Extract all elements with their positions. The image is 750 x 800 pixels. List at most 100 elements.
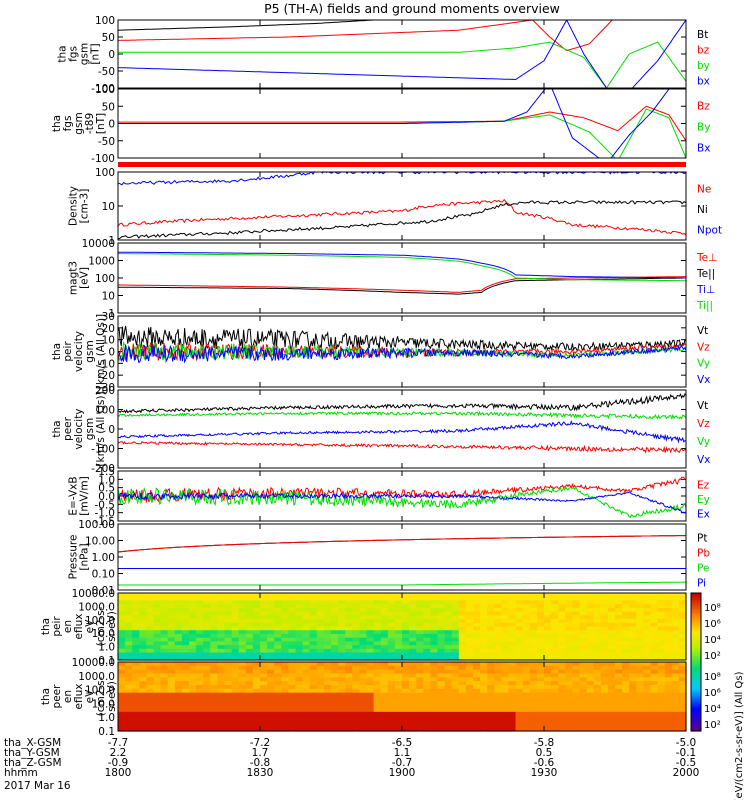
heat-cell bbox=[678, 696, 687, 701]
heat-cell bbox=[288, 692, 297, 698]
heat-cell bbox=[643, 641, 652, 646]
heat-cell bbox=[622, 711, 630, 717]
heat-cell bbox=[508, 633, 517, 639]
heat-cell bbox=[657, 719, 666, 724]
heat-cell bbox=[593, 662, 602, 667]
heat-cell bbox=[480, 669, 488, 675]
heat-cell bbox=[416, 696, 424, 701]
heat-cell bbox=[600, 685, 609, 690]
heat-cell bbox=[331, 626, 339, 631]
heat-cell bbox=[309, 704, 318, 709]
heat-cell bbox=[160, 615, 169, 620]
colorbar-cell bbox=[691, 636, 701, 640]
heat-cell bbox=[245, 637, 254, 642]
heat-cell bbox=[607, 715, 616, 721]
heat-cell bbox=[458, 637, 467, 642]
heat-cell bbox=[118, 645, 126, 650]
heat-cell bbox=[125, 630, 133, 635]
heat-cell bbox=[458, 615, 467, 620]
colorbar-cell bbox=[691, 604, 701, 608]
heat-cell bbox=[451, 681, 460, 686]
heat-cell bbox=[231, 656, 240, 661]
heat-cell bbox=[352, 665, 360, 671]
heat-cell bbox=[558, 596, 566, 602]
heat-cell bbox=[267, 673, 275, 678]
heat-cell bbox=[132, 637, 140, 642]
heat-cell bbox=[345, 641, 353, 646]
heat-cell bbox=[380, 696, 389, 701]
heat-cell bbox=[643, 700, 652, 705]
heat-cell bbox=[146, 700, 155, 705]
heat-cell bbox=[174, 715, 183, 721]
heat-cell bbox=[331, 611, 339, 616]
heat-cell bbox=[316, 677, 325, 682]
colorbar-tick: 10⁶ bbox=[704, 619, 721, 630]
colorbar-cell bbox=[691, 643, 701, 647]
heat-cell bbox=[345, 607, 353, 613]
heat-cell bbox=[252, 673, 261, 678]
colorbar-tick: 10⁸ bbox=[704, 603, 721, 614]
heat-cell bbox=[671, 593, 680, 598]
heat-cell bbox=[664, 652, 673, 657]
heat-cell bbox=[203, 723, 211, 728]
heat-cell bbox=[501, 648, 510, 654]
legend-bx: bx bbox=[697, 75, 710, 87]
ytick-label: -10 bbox=[98, 358, 115, 370]
heat-cell bbox=[600, 708, 609, 713]
heat-cell bbox=[309, 656, 318, 661]
heat-cell bbox=[664, 641, 673, 646]
heat-cell bbox=[274, 685, 282, 690]
heat-cell bbox=[238, 715, 247, 721]
heat-cell bbox=[331, 600, 339, 605]
heat-cell bbox=[565, 688, 573, 694]
heat-cell bbox=[125, 637, 133, 642]
heat-cell bbox=[650, 652, 659, 657]
heat-cell bbox=[309, 685, 318, 690]
heat-cell bbox=[260, 648, 268, 654]
heat-cell bbox=[153, 648, 162, 654]
heat-cell bbox=[387, 681, 396, 686]
heat-cell bbox=[593, 633, 602, 639]
heat-cell bbox=[288, 630, 297, 635]
heat-cell bbox=[572, 685, 581, 690]
heat-cell bbox=[338, 708, 346, 713]
heat-cell bbox=[146, 645, 155, 650]
heat-cell bbox=[139, 637, 147, 642]
heat-cell bbox=[444, 700, 453, 705]
heat-cell bbox=[551, 645, 559, 650]
heat-cell bbox=[515, 607, 524, 613]
heat-cell bbox=[650, 596, 659, 602]
heat-cell bbox=[522, 604, 531, 609]
ylabel-line: velocity bbox=[73, 408, 85, 449]
heat-cell bbox=[565, 648, 573, 654]
heat-cell bbox=[629, 641, 637, 646]
heat-cell bbox=[118, 596, 126, 602]
heat-cell bbox=[650, 637, 659, 642]
heat-cell bbox=[352, 727, 360, 732]
heat-cell bbox=[153, 719, 162, 724]
heat-cell bbox=[359, 685, 368, 690]
heat-cell bbox=[600, 626, 609, 631]
heat-cell bbox=[139, 723, 147, 728]
heat-cell bbox=[238, 727, 247, 732]
heat-cell bbox=[231, 681, 240, 686]
heat-cell bbox=[423, 607, 431, 613]
heat-cell bbox=[281, 700, 289, 705]
heat-cell bbox=[444, 656, 453, 661]
heat-cell bbox=[288, 596, 297, 602]
heat-cell bbox=[622, 615, 630, 620]
heat-cell bbox=[501, 637, 510, 642]
heat-cell bbox=[643, 607, 652, 613]
heat-cell bbox=[238, 630, 247, 635]
heat-cell bbox=[302, 665, 311, 671]
heat-cell bbox=[331, 641, 339, 646]
heat-cell bbox=[331, 723, 339, 728]
heat-cell bbox=[132, 645, 140, 650]
heat-cell bbox=[345, 715, 353, 721]
heat-cell bbox=[607, 685, 616, 690]
heat-cell bbox=[501, 641, 510, 646]
ytick-label: 10.0 bbox=[92, 628, 115, 640]
heat-cell bbox=[586, 688, 595, 694]
heat-cell bbox=[217, 600, 226, 605]
heat-cell bbox=[551, 662, 559, 667]
